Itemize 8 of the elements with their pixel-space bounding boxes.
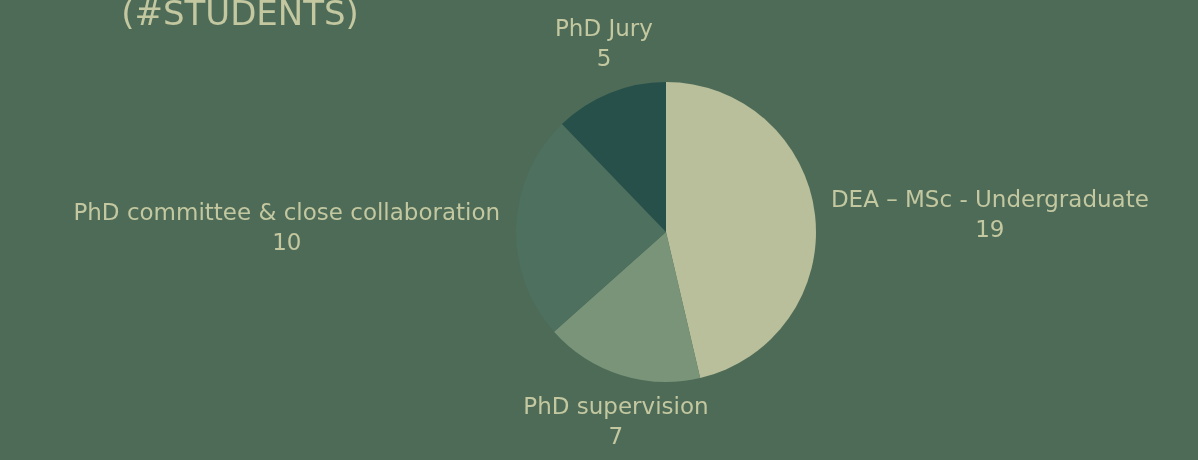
slice-label: PhD Jury [554,15,653,41]
data-label: 7 [608,423,624,450]
slice-label: PhD committee & close collaboration [73,198,501,225]
data-label: 5 [596,45,612,71]
slice-label: PhD supervision [523,393,709,420]
data-label: 10 [272,228,302,255]
data-label: 19 [975,215,1005,242]
slice-label: DEA – MSc - Undergraduate [830,185,1149,212]
